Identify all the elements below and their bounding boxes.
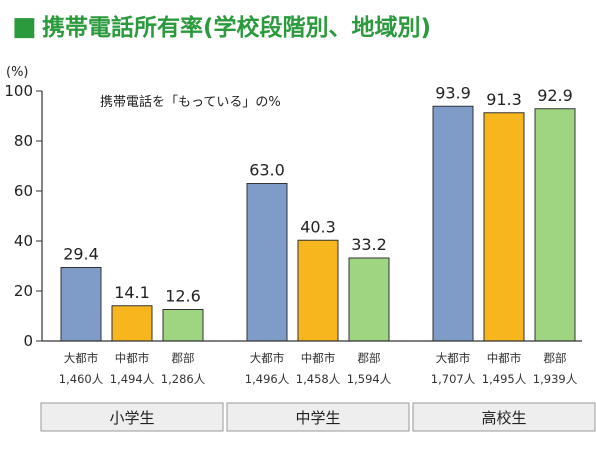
bar <box>348 257 390 342</box>
bar <box>111 305 153 342</box>
bar-sample-size-label: 1,594人 <box>347 372 392 386</box>
chart-annotation: 携帯電話を「もっている」の% <box>100 94 281 110</box>
category-labels: 大都市1,460人中都市1,494人郡部1,286人大都市1,496人中都市1,… <box>59 351 578 386</box>
bar-value-label: 29.4 <box>63 245 99 264</box>
group-label: 中学生 <box>295 409 340 427</box>
bar-value-label: 12.6 <box>165 287 201 306</box>
bar-value-label: 14.1 <box>114 283 150 302</box>
bar <box>432 105 474 342</box>
bar-area-label: 郡部 <box>172 351 195 365</box>
bar-area-label: 大都市 <box>64 351 99 365</box>
bar-sample-size-label: 1,707人 <box>431 372 476 386</box>
bar-area-label: 中都市 <box>301 351 336 365</box>
bar-sample-size-label: 1,458人 <box>296 372 341 386</box>
bar-sample-size-label: 1,495人 <box>482 372 527 386</box>
chart-title-text: 携帯電話所有率(学校段階別、地域別) <box>42 14 431 41</box>
axes <box>41 91 582 342</box>
bar-value-label: 40.3 <box>300 217 336 236</box>
bar-sample-size-label: 1,494人 <box>110 372 155 386</box>
bar-sample-size-label: 1,496人 <box>245 372 290 386</box>
group-label-box <box>40 402 224 432</box>
chart-title: ■ 携帯電話所有率(学校段階別、地域別) <box>12 12 431 42</box>
group-label-box <box>226 402 410 432</box>
value-labels: 29.4 14.1 12.6 63.0 40.3 33.2 93.9 91.3 92.9 <box>63 83 573 305</box>
y-axis-ticks: 0 20 40 60 80 100 <box>4 82 42 350</box>
bar-sample-size-label: 1,286人 <box>161 372 206 386</box>
group-label-box <box>412 402 596 432</box>
y-tick-label: 20 <box>14 282 33 300</box>
y-tick-label: 80 <box>14 132 33 150</box>
y-tick-label: 40 <box>14 232 33 250</box>
bar <box>534 108 576 342</box>
y-tick-label: 100 <box>4 82 33 100</box>
bar-sample-size-label: 1,460人 <box>59 372 104 386</box>
group-label: 高校生 <box>481 409 526 427</box>
bar <box>483 112 525 342</box>
bars <box>60 105 576 342</box>
bar <box>60 267 102 342</box>
y-tick-label: 0 <box>23 332 33 350</box>
title-marker: ■ <box>12 12 37 42</box>
bar-area-label: 郡部 <box>544 351 567 365</box>
bar-value-label: 33.2 <box>351 235 387 254</box>
bar-value-label: 63.0 <box>249 161 285 180</box>
bar-value-label: 91.3 <box>486 90 522 109</box>
bar-area-label: 郡部 <box>358 351 381 365</box>
y-axis-unit-label: (%) <box>6 65 29 80</box>
bar <box>297 239 339 342</box>
bar-area-label: 中都市 <box>115 351 150 365</box>
group-label: 小学生 <box>109 409 154 427</box>
y-tick-label: 60 <box>14 182 33 200</box>
bar-area-label: 大都市 <box>250 351 285 365</box>
bar-sample-size-label: 1,939人 <box>533 372 578 386</box>
bar-area-label: 中都市 <box>487 351 522 365</box>
bar <box>162 309 204 342</box>
bar-value-label: 92.9 <box>537 86 573 105</box>
bar <box>246 183 288 342</box>
bar-value-label: 93.9 <box>435 83 471 102</box>
group-labels: 小学生 中学生 高校生 <box>40 402 596 432</box>
bar-area-label: 大都市 <box>436 351 471 365</box>
